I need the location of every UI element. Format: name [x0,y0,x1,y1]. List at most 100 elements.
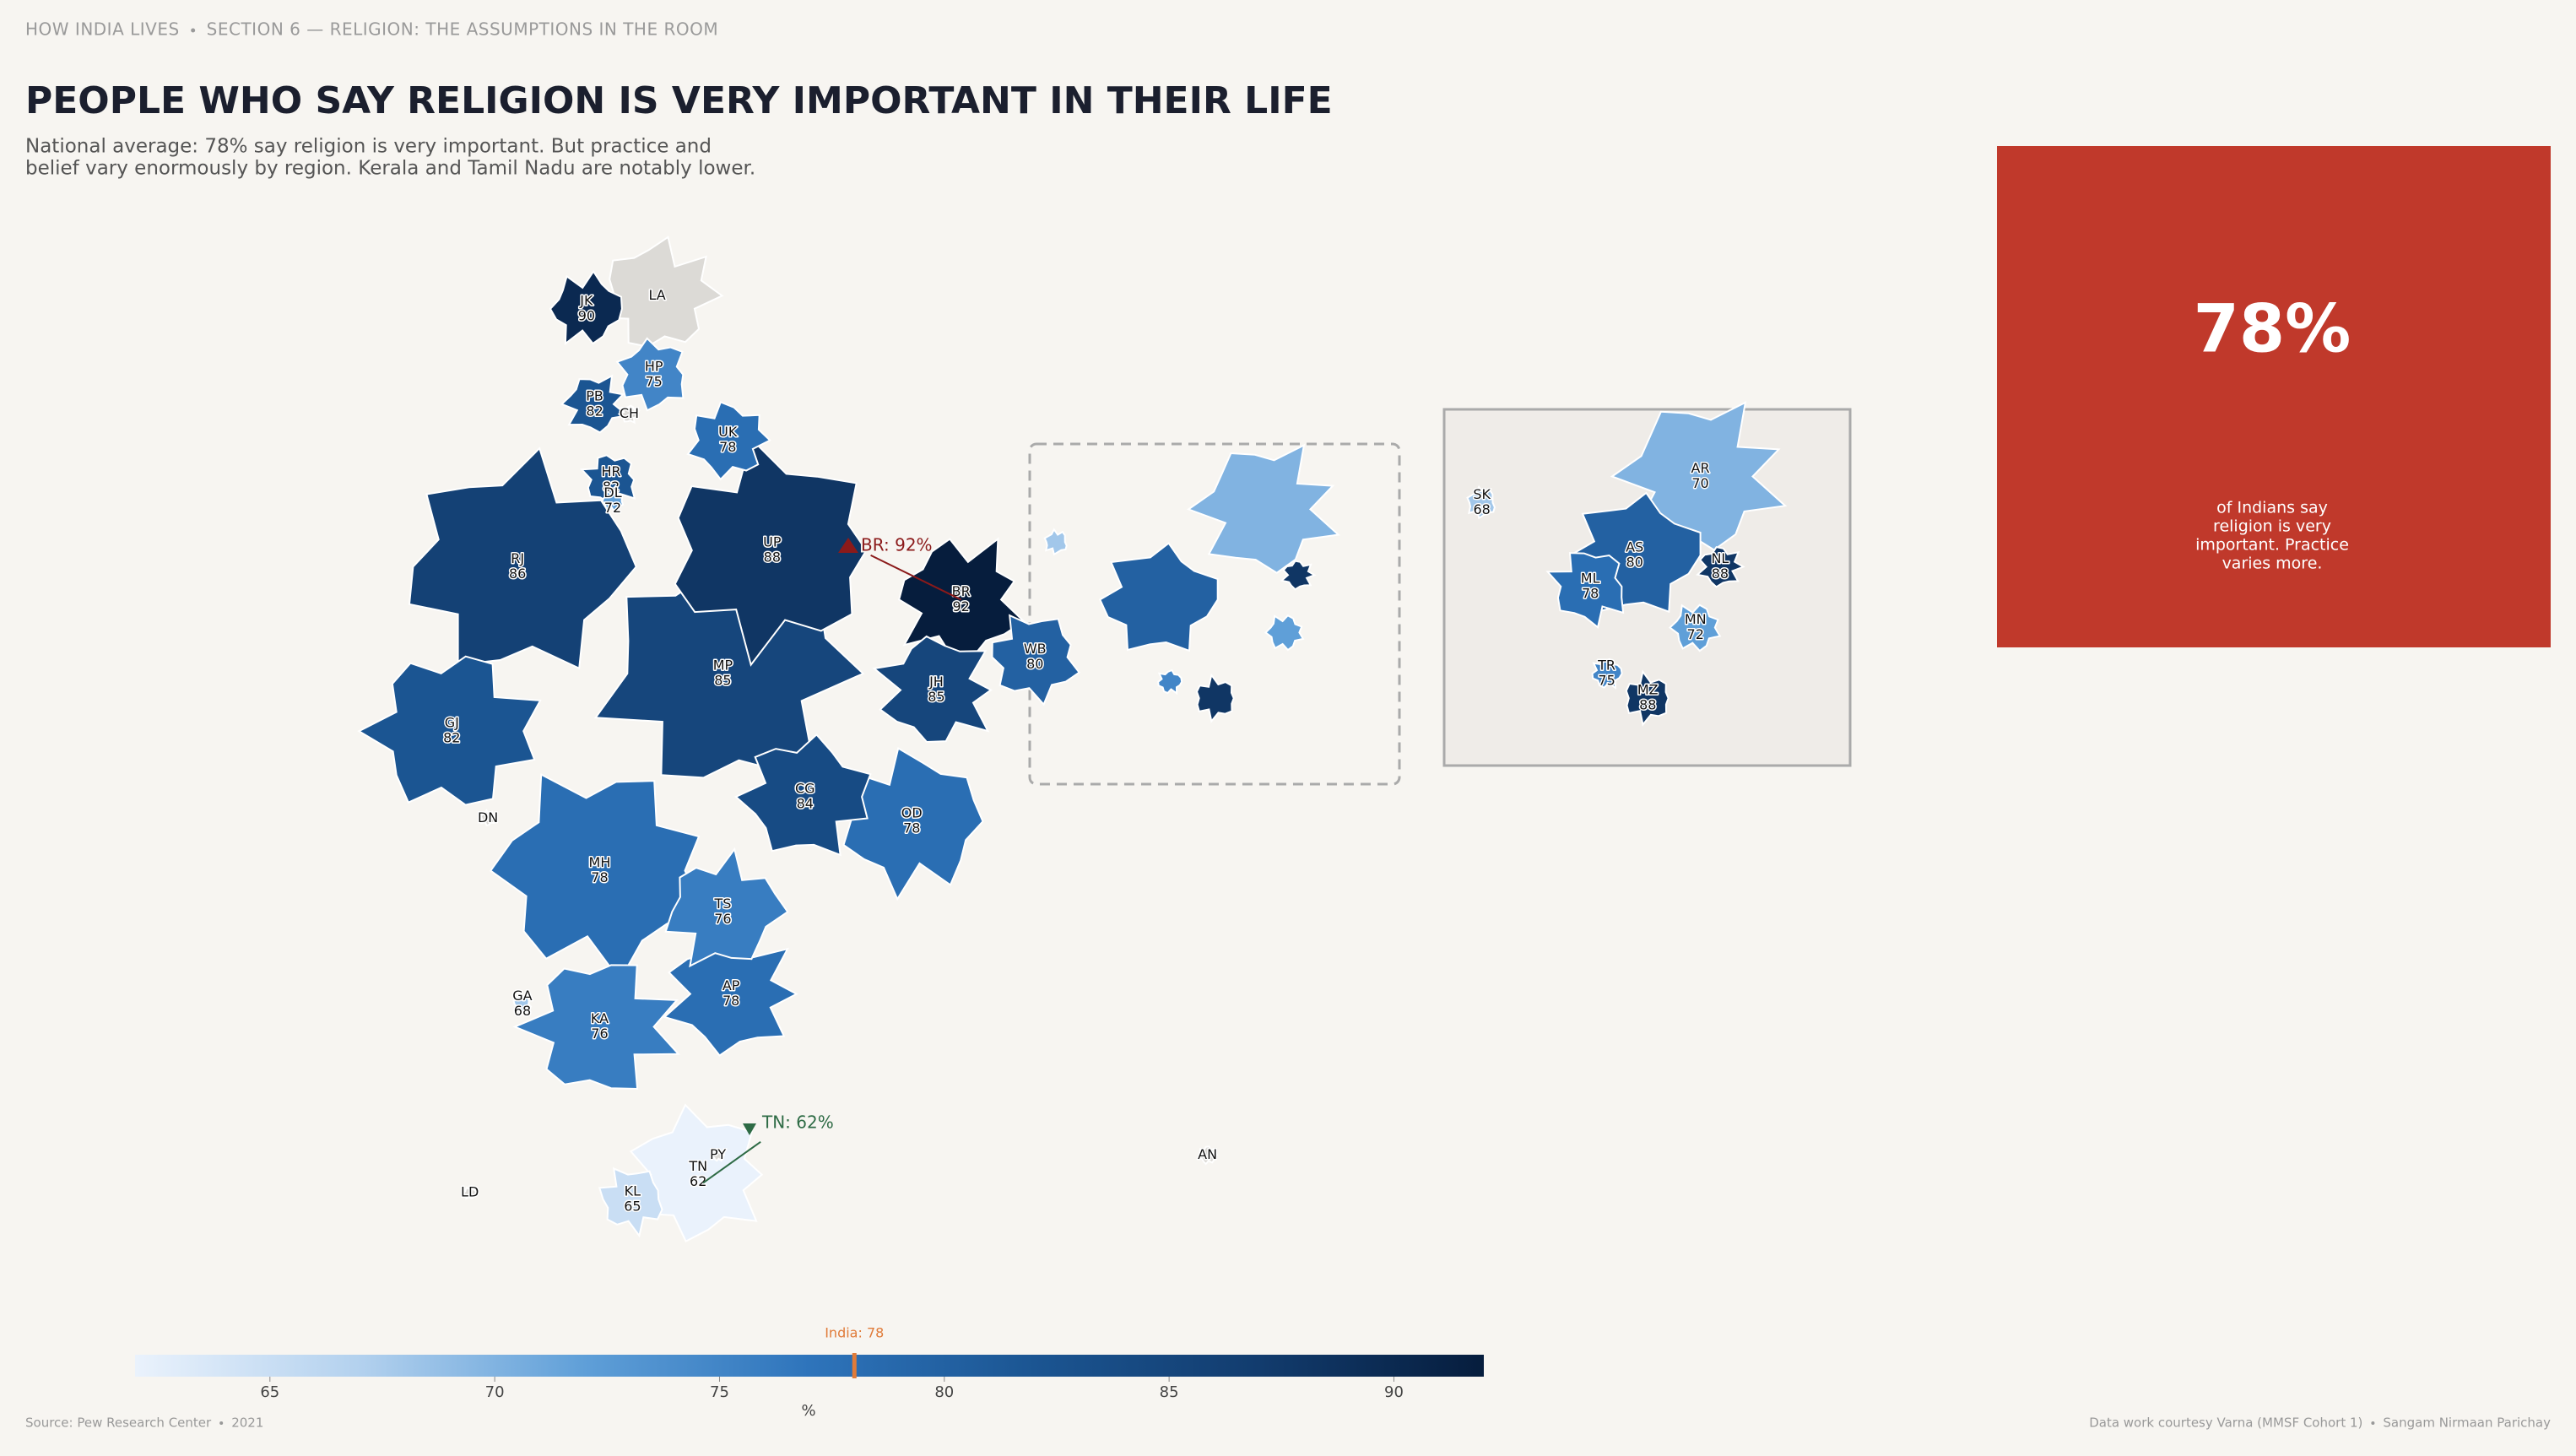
region [664,847,789,968]
region [1668,604,1722,652]
region-value: 80 [1026,656,1043,672]
annotation: TN: 62% [761,1112,834,1133]
region [1264,614,1305,652]
region-value: 82 [603,479,620,495]
tick-label: 85 [1160,1383,1179,1401]
region-code: TS [713,896,731,912]
region-code: JK [579,292,593,308]
region [711,1148,726,1162]
callout-box [1997,146,2551,647]
region-code: ML [1581,570,1600,586]
callout-caption: varies more. [2222,555,2323,573]
region-code: LA [648,287,665,303]
credit: Data work courtesy Varna (MMSF Cohort 1) [2089,1415,2362,1431]
source: 2021 [231,1415,263,1431]
subtitle: belief vary enormously by region. Kerala… [25,158,755,180]
region-code: JH [928,674,944,690]
region [617,404,641,425]
callout-number: 78% [2194,291,2351,367]
region [1099,542,1219,652]
region [463,1184,477,1200]
region-value: 78 [903,820,920,836]
region-code: DN [478,809,498,825]
annotation-marker [743,1123,756,1135]
region-code: MZ [1637,682,1659,698]
region-code: KA [591,1010,609,1026]
axis-label: % [801,1402,815,1420]
region [1157,668,1183,696]
region [872,635,993,744]
region-value: 80 [1626,554,1643,570]
annotation-leader [702,1140,761,1184]
tick-label: 75 [710,1383,729,1401]
region [580,454,636,509]
region [601,489,625,514]
region-value: 76 [714,911,731,927]
region-code: UK [718,424,738,440]
region-code: HR [601,463,620,479]
region-code: NL [1711,550,1729,566]
region [1043,528,1068,556]
region [560,374,630,434]
source: Source: Pew Research Center [25,1415,212,1431]
region [479,809,495,826]
region [991,614,1081,706]
region [734,733,872,857]
region-code: LD [461,1184,479,1200]
region [615,337,685,412]
region-code: MN [1685,611,1707,627]
region-value: 76 [591,1026,608,1042]
region [1545,552,1625,629]
region-value: 75 [645,373,662,389]
reference-label: India: 78 [825,1325,884,1341]
region-value: 82 [586,403,603,419]
breadcrumb: SECTION 6 — RELIGION: THE ASSUMPTIONS IN… [207,19,718,40]
region-value: 70 [1691,475,1708,491]
credit: Sangam Nirmaan Parichay [2383,1415,2551,1431]
callout-caption: of Indians say [2216,499,2328,517]
region [512,964,681,1091]
region-code: OD [901,805,923,821]
region-value: 72 [1687,626,1704,642]
region-code: TR [1597,658,1615,674]
region-code: HP [645,358,663,374]
region [512,994,533,1014]
region [1196,1145,1219,1166]
region-value: 78 [1582,585,1599,601]
region-value: 92 [952,598,969,614]
region-value: 78 [722,993,739,1009]
region-code: MH [589,854,611,870]
region-value: 90 [578,307,595,323]
title: PEOPLE WHO SAY RELIGION IS VERY IMPORTAN… [25,79,1333,122]
breadcrumb: HOW INDIA LIVES [25,19,180,40]
region-code: BR [952,583,971,599]
region-value: 84 [797,796,814,812]
region [663,934,798,1057]
region-code: PB [586,387,603,403]
region [1696,545,1745,588]
region-value: 85 [714,673,731,689]
region-code: AP [722,977,740,993]
annotation-leader [870,554,962,601]
region-value: 62 [690,1173,706,1189]
region-code: MP [713,658,733,674]
annotation-marker [838,538,858,553]
region-code: SK [1473,486,1491,502]
region-value: 72 [604,500,621,516]
region [1186,443,1340,574]
region [549,269,623,346]
callout-caption: important. Practice [2195,536,2349,555]
tick-label: 70 [485,1383,505,1401]
separator [2371,1421,2375,1425]
annotation: BR: 92% [861,535,933,555]
region [408,447,637,670]
region-code: CH [620,405,639,421]
region-code: CG [795,781,815,797]
region-value: 88 [1639,697,1656,713]
region-value: 78 [591,869,608,885]
region-value: 88 [1712,566,1729,582]
region [1625,669,1670,727]
region-code: RJ [511,550,524,566]
